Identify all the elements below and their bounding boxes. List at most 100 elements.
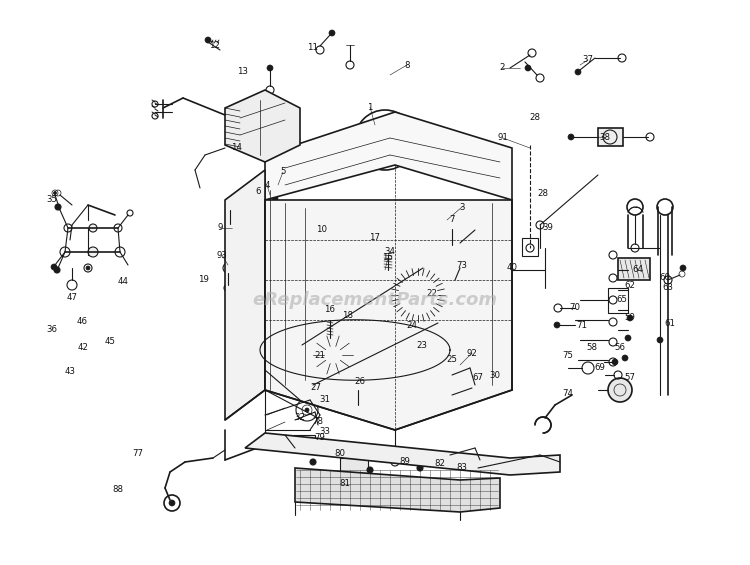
Polygon shape (295, 468, 500, 512)
Text: 58: 58 (586, 344, 598, 353)
Text: 83: 83 (457, 463, 467, 472)
Circle shape (680, 265, 686, 271)
Text: 22: 22 (427, 289, 437, 298)
Text: 60: 60 (659, 273, 670, 282)
Bar (598, 128, 623, 146)
Text: 79: 79 (314, 432, 326, 441)
Text: 8: 8 (404, 60, 410, 69)
Text: 26: 26 (355, 377, 365, 386)
Circle shape (88, 247, 98, 257)
Circle shape (454, 280, 457, 284)
Bar (285, 435, 315, 450)
Text: 65: 65 (616, 295, 628, 305)
Text: 80: 80 (334, 449, 346, 458)
Text: 27: 27 (310, 384, 322, 393)
Circle shape (89, 224, 97, 232)
Text: 40: 40 (506, 263, 518, 272)
Circle shape (54, 267, 60, 273)
Text: 33: 33 (320, 428, 331, 437)
Circle shape (449, 213, 453, 217)
Text: 28: 28 (538, 189, 548, 198)
Text: 69: 69 (595, 363, 605, 372)
Text: 35: 35 (46, 195, 58, 205)
Text: 23: 23 (416, 341, 428, 350)
Text: 9: 9 (217, 224, 223, 233)
Circle shape (474, 225, 480, 231)
Text: 16: 16 (325, 306, 335, 315)
Text: 38: 38 (599, 133, 610, 142)
Text: 63: 63 (662, 284, 674, 293)
Bar (522, 238, 538, 256)
Text: 19: 19 (197, 276, 208, 285)
Circle shape (608, 378, 632, 402)
Text: 88: 88 (112, 485, 124, 494)
Circle shape (568, 134, 574, 140)
Text: 25: 25 (446, 355, 458, 364)
Text: 45: 45 (104, 337, 116, 346)
Text: 3: 3 (459, 202, 465, 211)
Polygon shape (265, 200, 512, 430)
Text: 43: 43 (64, 367, 76, 376)
Text: 93: 93 (217, 250, 227, 259)
Circle shape (53, 192, 56, 194)
Text: 56: 56 (614, 344, 626, 353)
Text: 2: 2 (500, 63, 505, 72)
Text: 4: 4 (264, 180, 270, 189)
Text: 70: 70 (569, 303, 580, 312)
Text: 14: 14 (232, 144, 242, 153)
Text: 67: 67 (472, 373, 484, 383)
Text: 77: 77 (133, 449, 143, 458)
Circle shape (272, 212, 278, 218)
Text: 74: 74 (562, 389, 574, 398)
Circle shape (298, 168, 302, 172)
Circle shape (310, 459, 316, 465)
Circle shape (51, 264, 57, 270)
Text: 71: 71 (577, 320, 587, 329)
Text: 13: 13 (238, 67, 248, 76)
Text: 32: 32 (295, 414, 305, 423)
Text: 7: 7 (449, 215, 454, 224)
Circle shape (205, 37, 211, 43)
Circle shape (525, 65, 531, 71)
Text: 82: 82 (434, 459, 445, 467)
Polygon shape (265, 112, 512, 200)
Circle shape (267, 65, 273, 71)
Text: 6: 6 (255, 188, 261, 197)
Circle shape (266, 193, 269, 197)
Text: 57: 57 (625, 373, 635, 383)
Text: 24: 24 (406, 320, 418, 329)
Text: 18: 18 (343, 311, 353, 319)
Polygon shape (225, 170, 265, 420)
Circle shape (272, 195, 278, 201)
Circle shape (554, 322, 560, 328)
Text: 47: 47 (67, 293, 77, 302)
Text: 39: 39 (542, 224, 554, 233)
Text: 30: 30 (490, 371, 500, 380)
Circle shape (329, 30, 335, 36)
Circle shape (625, 335, 631, 341)
Circle shape (305, 408, 309, 412)
Circle shape (627, 315, 633, 321)
Text: 31: 31 (320, 396, 331, 405)
Text: 75: 75 (562, 350, 574, 359)
Circle shape (417, 465, 423, 471)
Text: 73: 73 (457, 260, 467, 270)
Text: 59: 59 (625, 314, 635, 323)
Circle shape (622, 355, 628, 361)
Text: 12: 12 (209, 41, 220, 50)
Text: 92: 92 (466, 349, 478, 358)
Bar (340, 458, 368, 476)
Circle shape (386, 276, 390, 280)
Text: 10: 10 (316, 225, 328, 234)
Text: 44: 44 (118, 277, 128, 286)
Text: 1: 1 (368, 102, 373, 111)
Circle shape (575, 69, 581, 75)
Text: 64: 64 (632, 266, 644, 275)
Text: 61: 61 (664, 319, 676, 328)
Text: 42: 42 (77, 344, 88, 353)
Text: 62: 62 (625, 280, 635, 289)
Text: 46: 46 (76, 318, 88, 327)
Circle shape (169, 500, 175, 506)
Bar (608, 288, 628, 313)
Text: 17: 17 (370, 233, 380, 242)
